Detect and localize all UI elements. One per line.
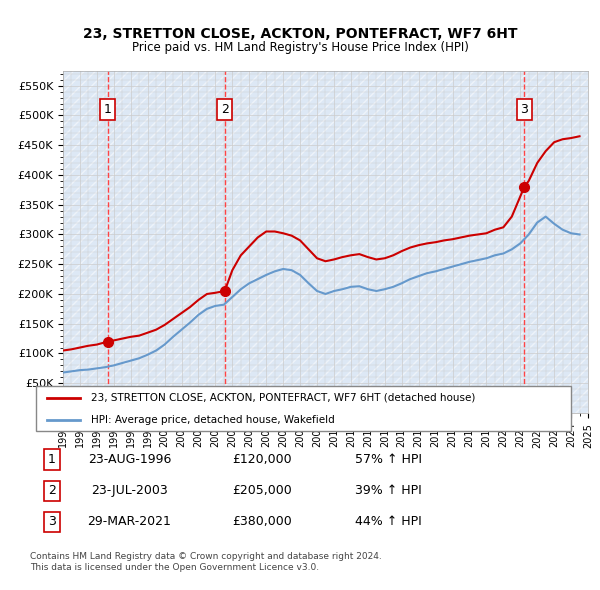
Text: 2: 2 xyxy=(221,103,229,116)
FancyBboxPatch shape xyxy=(35,386,571,431)
Text: 39% ↑ HPI: 39% ↑ HPI xyxy=(355,484,422,497)
Text: £380,000: £380,000 xyxy=(232,515,292,529)
Text: 23-JUL-2003: 23-JUL-2003 xyxy=(91,484,168,497)
Text: 23, STRETTON CLOSE, ACKTON, PONTEFRACT, WF7 6HT (detached house): 23, STRETTON CLOSE, ACKTON, PONTEFRACT, … xyxy=(91,392,475,402)
Text: 23, STRETTON CLOSE, ACKTON, PONTEFRACT, WF7 6HT: 23, STRETTON CLOSE, ACKTON, PONTEFRACT, … xyxy=(83,27,517,41)
Text: 3: 3 xyxy=(48,515,56,529)
Text: HPI: Average price, detached house, Wakefield: HPI: Average price, detached house, Wake… xyxy=(91,415,334,425)
Text: 2: 2 xyxy=(48,484,56,497)
Text: 44% ↑ HPI: 44% ↑ HPI xyxy=(355,515,422,529)
Text: £120,000: £120,000 xyxy=(232,453,292,466)
Text: 3: 3 xyxy=(520,103,528,116)
Text: 57% ↑ HPI: 57% ↑ HPI xyxy=(355,453,422,466)
Text: 29-MAR-2021: 29-MAR-2021 xyxy=(88,515,171,529)
Text: 1: 1 xyxy=(104,103,112,116)
Text: 23-AUG-1996: 23-AUG-1996 xyxy=(88,453,171,466)
Text: Contains HM Land Registry data © Crown copyright and database right 2024.: Contains HM Land Registry data © Crown c… xyxy=(30,552,382,560)
Text: 1: 1 xyxy=(48,453,56,466)
Text: £205,000: £205,000 xyxy=(232,484,292,497)
Text: Price paid vs. HM Land Registry's House Price Index (HPI): Price paid vs. HM Land Registry's House … xyxy=(131,41,469,54)
Text: This data is licensed under the Open Government Licence v3.0.: This data is licensed under the Open Gov… xyxy=(30,563,319,572)
